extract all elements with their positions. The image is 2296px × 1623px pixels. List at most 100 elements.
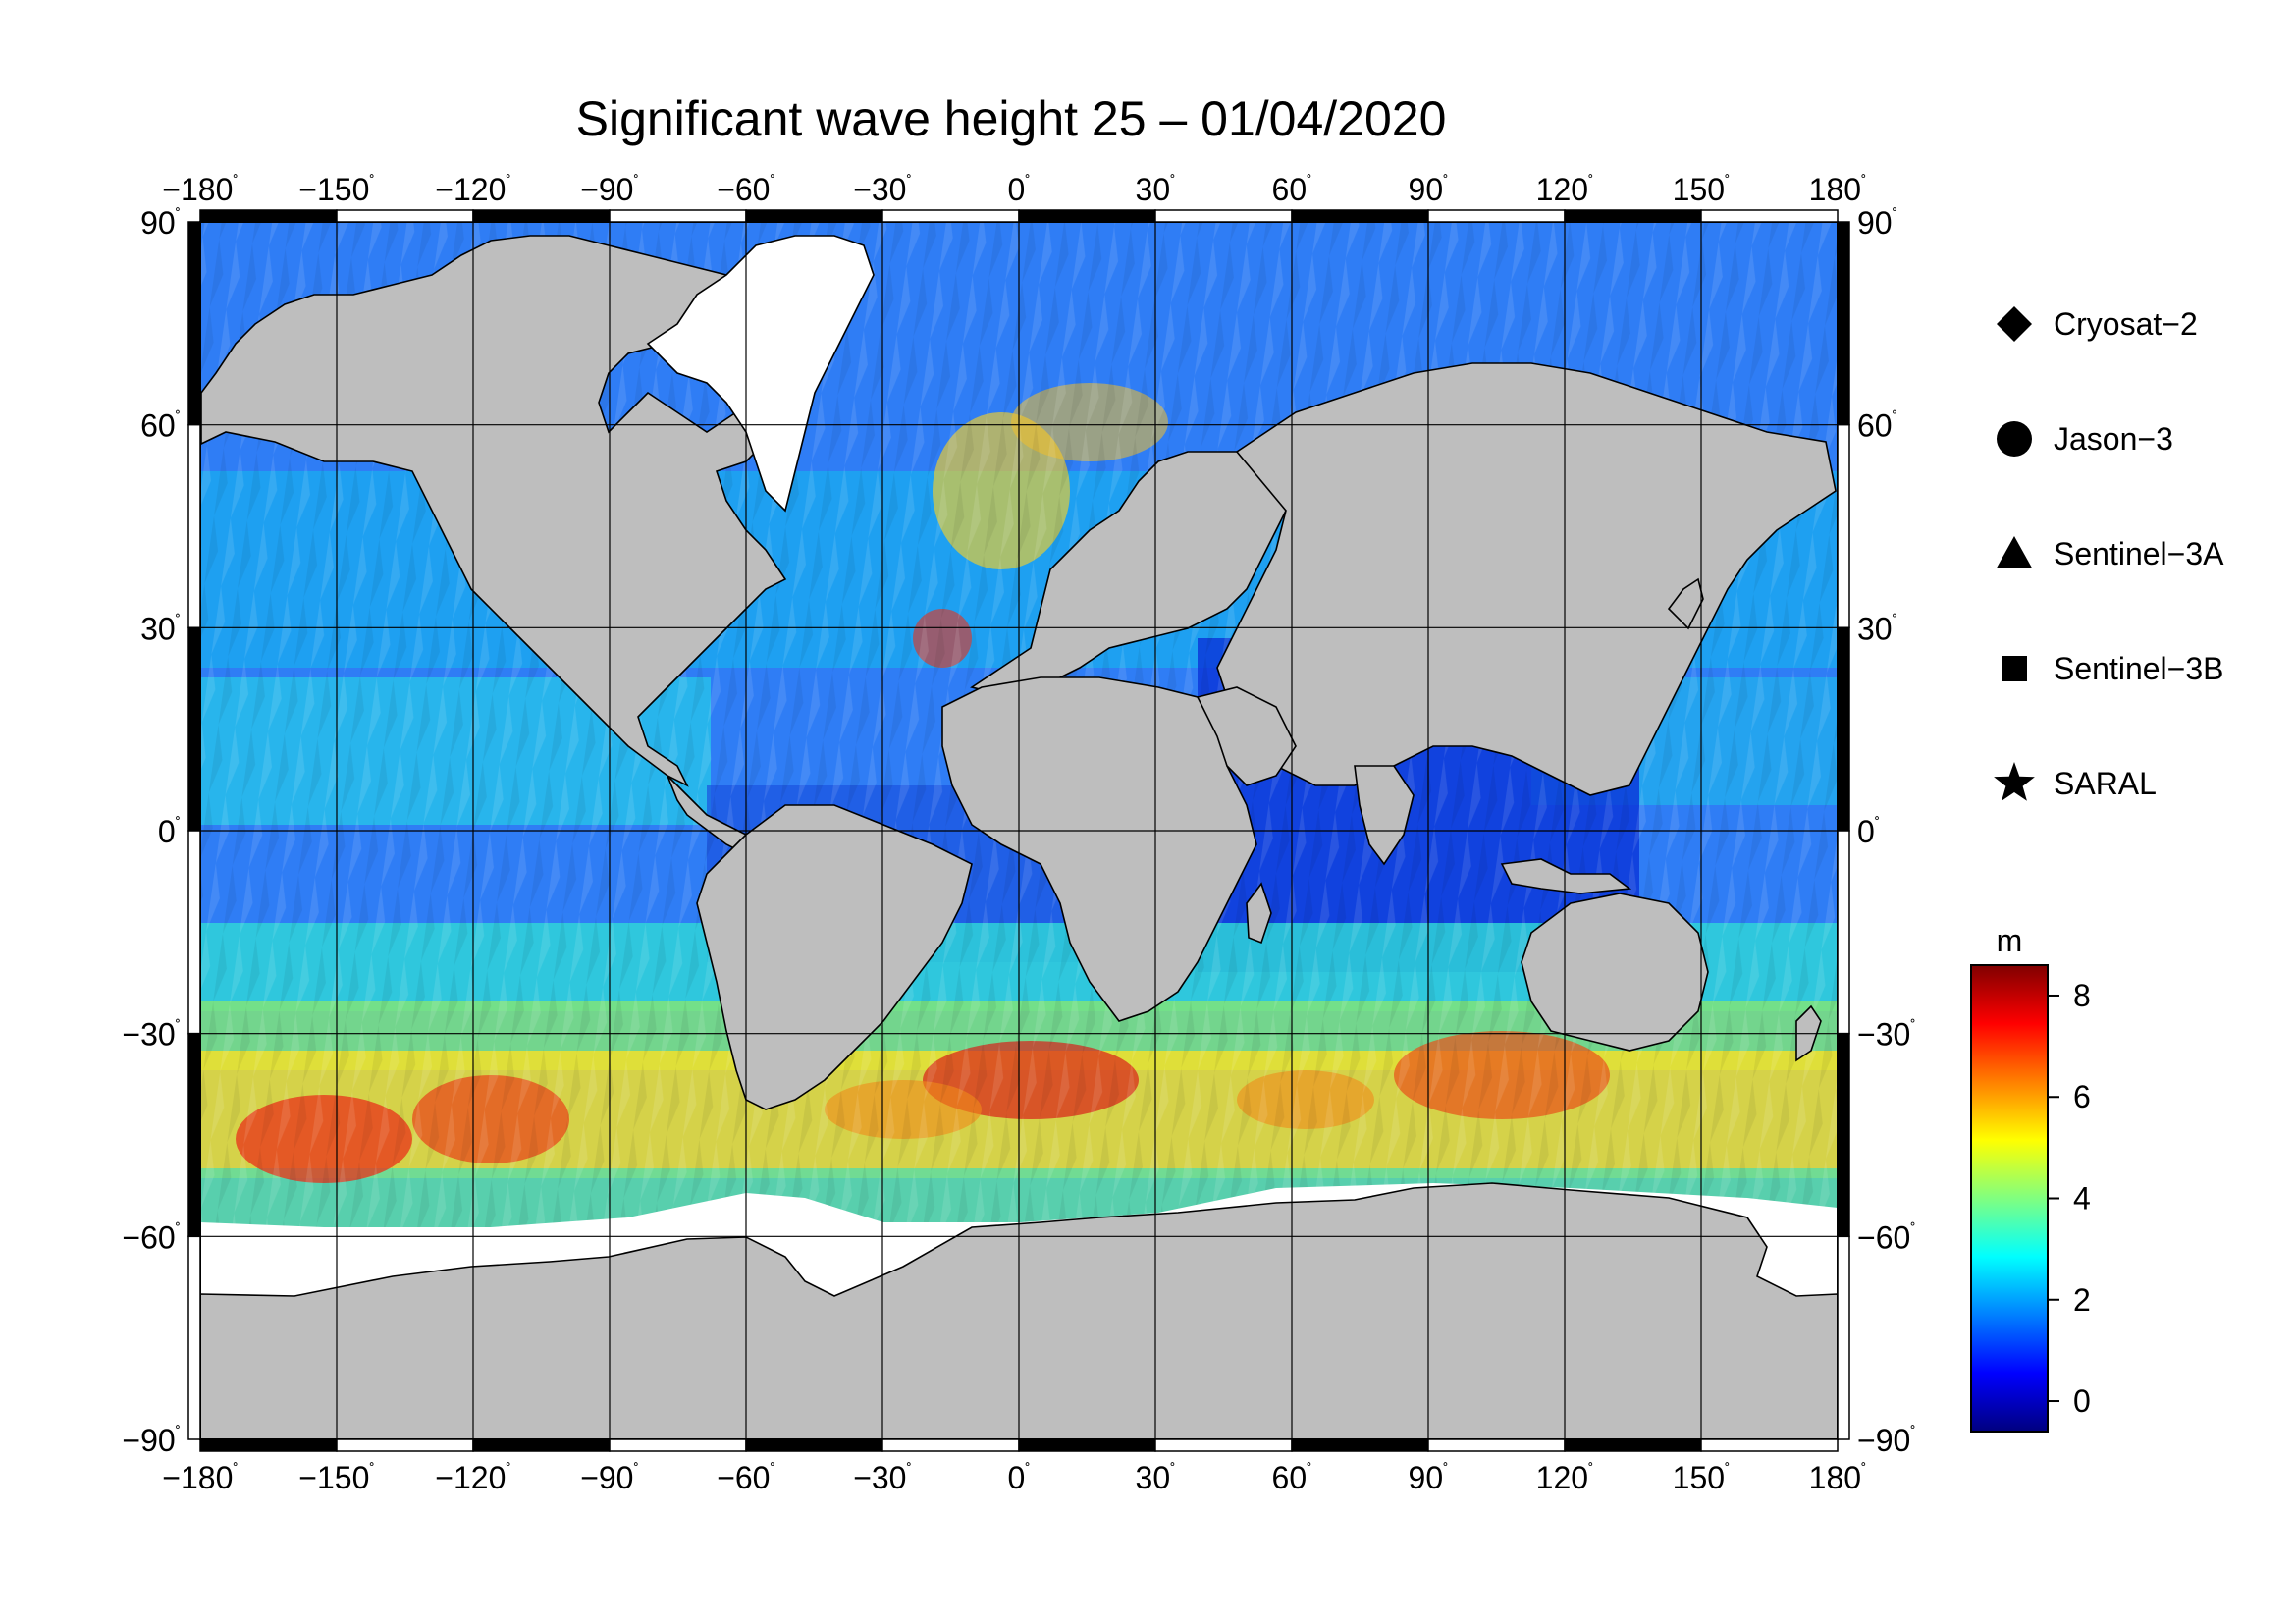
border-segment-top — [336, 209, 474, 223]
lon-tick-label: 30˚ — [1136, 172, 1176, 207]
lon-tick-label: −90˚ — [580, 172, 639, 207]
lon-tick-label: −30˚ — [853, 1460, 912, 1495]
lon-tick-label: 0˚ — [1007, 1460, 1030, 1495]
border-segment-top — [745, 209, 883, 223]
border-segment-left — [187, 830, 201, 1035]
colorbar-tick-label: 8 — [2073, 978, 2091, 1013]
border-segment-bottom — [1154, 1438, 1293, 1452]
lon-tick-label: 30˚ — [1136, 1460, 1176, 1495]
lon-tick-label: 0˚ — [1007, 172, 1030, 207]
satellite-legend: Cryosat−2 Jason−3 Sentinel−3A Sentinel−3B SA… — [1994, 306, 2224, 801]
lon-tick-label: 180˚ — [1809, 172, 1867, 207]
india — [1354, 765, 1415, 866]
lon-tick-label: −180˚ — [162, 172, 238, 207]
lat-tick-label: −60˚ — [122, 1219, 181, 1255]
lon-tick-label: −60˚ — [717, 172, 775, 207]
lon-tick-label: 150˚ — [1673, 1460, 1731, 1495]
lat-tick-label: −30˚ — [122, 1017, 181, 1053]
latitude-labels-left: 90˚ 60˚ 30˚ 0˚ −30˚ −60˚ −90˚ — [122, 205, 181, 1458]
legend-label: Jason−3 — [2054, 421, 2173, 457]
lon-tick-label: 120˚ — [1536, 1460, 1594, 1495]
border-segment-top — [1427, 209, 1566, 223]
lat-tick-label: 30˚ — [1857, 611, 1897, 646]
lon-tick-label: −150˚ — [298, 172, 374, 207]
lon-tick-label: −120˚ — [435, 1460, 510, 1495]
square-marker-icon — [2002, 656, 2027, 681]
lon-tick-label: 60˚ — [1272, 1460, 1312, 1495]
lon-tick-label: 90˚ — [1409, 172, 1449, 207]
map-title: Significant wave height 25 – 01/04/2020 — [576, 91, 1447, 146]
border-segment-top — [1700, 209, 1839, 223]
map-area — [200, 222, 1838, 1439]
border-segment-bottom — [1291, 1438, 1429, 1452]
colorbar-tick-label: 2 — [2073, 1282, 2091, 1318]
colorbar-ramp — [1970, 964, 2049, 1433]
legend-label: SARAL — [2054, 766, 2157, 801]
border-segment-bottom — [1564, 1438, 1702, 1452]
star-marker-icon — [1994, 762, 2035, 801]
border-segment-right — [1837, 626, 1850, 832]
colorbar: m 0 2 4 6 8 — [1970, 923, 2091, 1433]
lon-tick-label: 60˚ — [1272, 172, 1312, 207]
border-segment-left — [187, 1032, 201, 1238]
border-segment-left — [187, 1235, 201, 1440]
lon-tick-label: 180˚ — [1809, 1460, 1867, 1495]
lat-tick-label: 30˚ — [140, 611, 181, 646]
border-segment-top — [881, 209, 1020, 223]
border-segment-bottom — [472, 1438, 611, 1452]
lon-tick-label: −180˚ — [162, 1460, 238, 1495]
australia — [1521, 893, 1709, 1052]
border-segment-right — [1837, 221, 1850, 426]
lon-tick-label: 120˚ — [1536, 172, 1594, 207]
lat-tick-label: 60˚ — [140, 408, 181, 444]
border-segment-right — [1837, 1032, 1850, 1238]
madagascar — [1246, 882, 1272, 945]
lon-tick-label: −120˚ — [435, 172, 510, 207]
latitude-labels-right: 90˚ 60˚ 30˚ 0˚ −30˚ −60˚ −90˚ — [1857, 205, 1916, 1458]
lat-tick-label: 90˚ — [140, 205, 181, 241]
circle-marker-icon — [1997, 421, 2032, 457]
triangle-marker-icon — [1997, 536, 2032, 568]
graticule — [200, 222, 1838, 1439]
lon-tick-label: −90˚ — [580, 1460, 639, 1495]
lat-tick-label: 60˚ — [1857, 408, 1897, 444]
border-segment-right — [1837, 423, 1850, 629]
border-segment-bottom — [1427, 1438, 1566, 1452]
colorbar-tick-label: 0 — [2073, 1383, 2091, 1419]
legend-label: Sentinel−3A — [2054, 536, 2224, 571]
border-segment-top — [1018, 209, 1156, 223]
border-segment-left — [187, 221, 201, 426]
border-segment-top — [472, 209, 611, 223]
colorbar-tick-label: 4 — [2073, 1181, 2091, 1217]
border-segment-top — [1564, 209, 1702, 223]
colorbar-unit: m — [1997, 923, 2023, 958]
lat-tick-label: 0˚ — [1857, 814, 1880, 849]
lon-tick-label: 90˚ — [1409, 1460, 1449, 1495]
arabia — [1196, 686, 1297, 786]
longitude-labels-bottom: −180˚ −150˚ −120˚ −90˚ −60˚ −30˚ 0˚ 30˚ 60˚ 90˚ 12… — [162, 1460, 1866, 1495]
diamond-marker-icon — [1997, 306, 2032, 342]
lat-tick-label: −90˚ — [1857, 1423, 1916, 1458]
africa — [941, 676, 1257, 1022]
colorbar-tick-label: 6 — [2073, 1079, 2091, 1114]
lon-tick-label: −30˚ — [853, 172, 912, 207]
map-border — [187, 209, 1850, 1452]
lon-tick-label: −60˚ — [717, 1460, 775, 1495]
lat-tick-label: −90˚ — [122, 1423, 181, 1458]
legend-label: Sentinel−3B — [2054, 651, 2223, 686]
lat-tick-label: −60˚ — [1857, 1219, 1916, 1255]
border-segment-bottom — [1700, 1438, 1839, 1452]
lat-tick-label: 90˚ — [1857, 205, 1897, 241]
lon-tick-label: 150˚ — [1673, 172, 1731, 207]
lon-tick-label: −150˚ — [298, 1460, 374, 1495]
border-segment-bottom — [745, 1438, 883, 1452]
border-segment-left — [187, 626, 201, 832]
border-segment-bottom — [199, 1438, 338, 1452]
legend-label: Cryosat−2 — [2054, 306, 2198, 342]
border-segment-bottom — [881, 1438, 1020, 1452]
border-segment-top — [1154, 209, 1293, 223]
longitude-labels-top: −180˚ −150˚ −120˚ −90˚ −60˚ −30˚ 0˚ 30˚ 60˚ 90˚ 12… — [162, 172, 1866, 207]
border-segment-top — [199, 209, 338, 223]
border-segment-bottom — [336, 1438, 474, 1452]
